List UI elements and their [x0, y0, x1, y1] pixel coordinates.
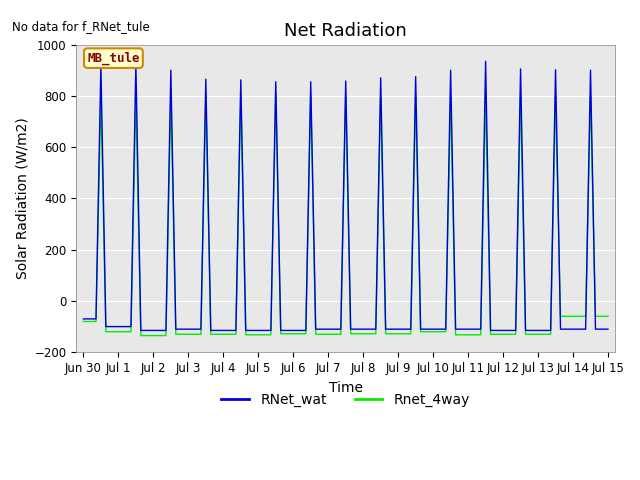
X-axis label: Time: Time — [329, 381, 363, 395]
Text: No data for f_RNet_tule: No data for f_RNet_tule — [12, 20, 150, 33]
Text: MB_tule: MB_tule — [87, 51, 140, 65]
Legend: RNet_wat, Rnet_4way: RNet_wat, Rnet_4way — [216, 388, 476, 413]
Title: Net Radiation: Net Radiation — [284, 22, 407, 40]
Y-axis label: Solar Radiation (W/m2): Solar Radiation (W/m2) — [15, 118, 29, 279]
